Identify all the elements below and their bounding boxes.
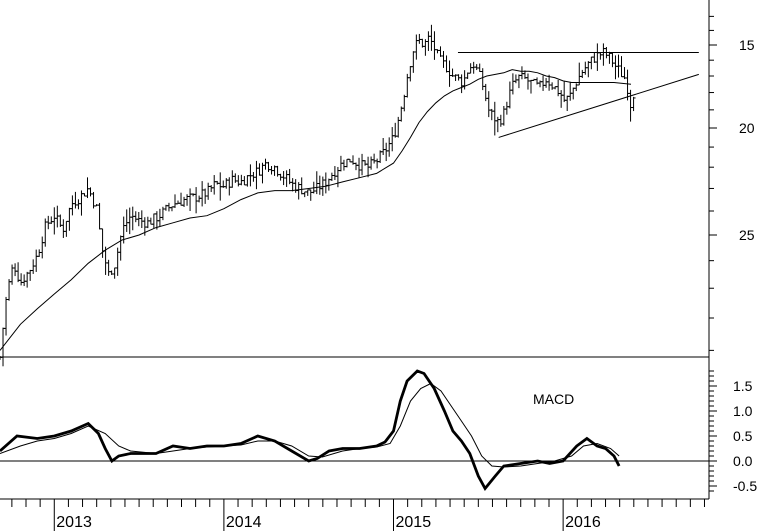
trendline xyxy=(498,73,699,138)
macd-label: MACD xyxy=(533,391,574,407)
time-axis-minor-ticks xyxy=(11,499,705,531)
macd-tick-label: 0.0 xyxy=(733,453,753,469)
year-label: 2013 xyxy=(56,514,92,531)
year-label: 2016 xyxy=(565,514,601,531)
macd-tick-label: 0.5 xyxy=(733,428,753,444)
time-axis: 2013 2014 2015 2016 xyxy=(11,499,705,531)
price-panel xyxy=(0,24,709,367)
right-axis: 25 20 15 -0.5 0.0 0.5 1.0 1.5 xyxy=(708,0,757,499)
price-tick-label: 20 xyxy=(739,120,755,136)
macd-tick-label: 1.5 xyxy=(733,378,753,394)
macd-tick-label: -0.5 xyxy=(733,478,757,494)
year-label: 2014 xyxy=(226,514,262,531)
price-tick-label: 25 xyxy=(739,227,755,243)
price-moving-average-line xyxy=(0,69,632,351)
macd-axis-ticks: -0.5 0.0 0.5 1.0 1.5 xyxy=(709,370,757,494)
price-axis-ticks: 25 20 15 xyxy=(709,15,755,351)
macd-panel: MACD xyxy=(0,369,709,500)
price-ohlc-bars xyxy=(0,24,636,367)
year-labels: 2013 2014 2015 2016 xyxy=(56,514,601,531)
price-tick-label: 15 xyxy=(739,37,755,53)
macd-line xyxy=(0,369,621,492)
macd-tick-label: 1.0 xyxy=(733,403,753,419)
year-label: 2015 xyxy=(396,514,432,531)
ohlc-bar xyxy=(631,96,636,112)
trendlines xyxy=(457,52,699,138)
